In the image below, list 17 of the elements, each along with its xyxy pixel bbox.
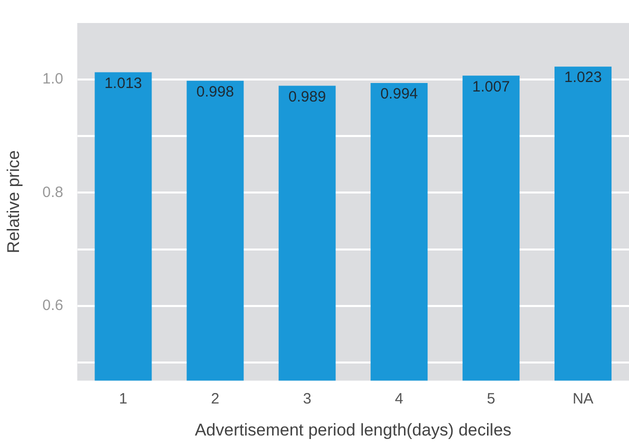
x-tick-label: 5 xyxy=(486,390,496,408)
y-tick-label: 0.8 xyxy=(42,184,64,201)
x-tick-label: 3 xyxy=(302,390,312,408)
y-tick-label: 1.0 xyxy=(42,70,64,88)
x-axis-title: Advertisement period length(days) deciles xyxy=(194,420,512,440)
data-label: 0.998 xyxy=(196,83,234,100)
data-label: 1.023 xyxy=(564,69,602,86)
y-axis-title: Relative price xyxy=(4,150,23,254)
x-tick-label: 2 xyxy=(211,390,220,408)
data-label: 1.007 xyxy=(472,78,510,96)
x-tick-label: 4 xyxy=(394,390,404,408)
data-label: 1.013 xyxy=(104,74,142,92)
x-tick-label: 1 xyxy=(119,390,128,408)
data-label: 0.989 xyxy=(288,88,326,106)
x-tick-label: NA xyxy=(572,390,594,408)
data-label: 0.994 xyxy=(380,86,418,103)
y-tick-label: 0.6 xyxy=(42,297,64,314)
